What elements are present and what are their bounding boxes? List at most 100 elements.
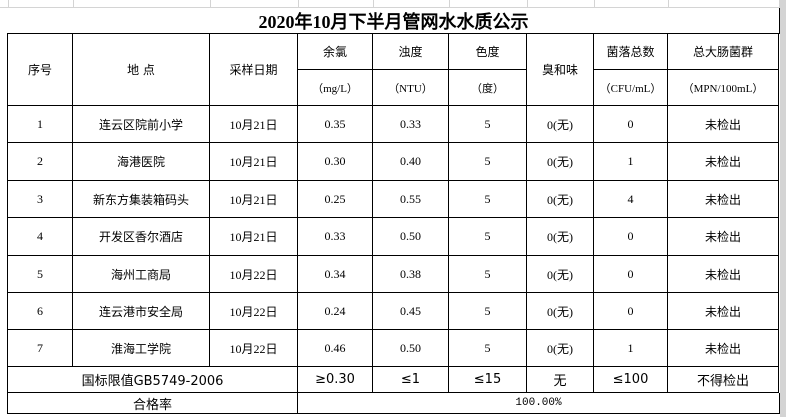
table-cell: 0 [594,256,668,293]
gridline [373,0,374,8]
table-cell: 5 [449,218,527,256]
gridline [668,0,669,8]
table-cell: 0.55 [373,181,449,218]
table-cell: 10月21日 [210,106,298,143]
table-cell: 未检出 [668,293,779,330]
pass-label: 合格率 [8,393,298,414]
table-cell: 4 [594,181,668,218]
gridline [449,0,450,8]
table-cell: 未检出 [668,218,779,256]
limit-label: 国标限值GB5749-2006 [8,367,298,393]
table-cell: 0.25 [298,181,373,218]
table-cell: 0(无) [527,256,594,293]
table-cell: 1 [594,143,668,181]
limit-value: ≤100 [594,367,668,393]
table-cell: 未检出 [668,181,779,218]
table-cell: 5 [449,330,527,367]
table-cell: 5 [449,106,527,143]
table-cell: 0(无) [527,218,594,256]
limit-value: 无 [527,367,594,393]
table-cell: 5 [8,256,73,293]
table-cell: 0.50 [373,330,449,367]
limit-value: ≤1 [373,367,449,393]
table-cell: 0 [594,218,668,256]
table-cell: 0.50 [373,218,449,256]
table-cell: 0.34 [298,256,373,293]
table-cell: 1 [594,330,668,367]
header-cell: 总大肠菌群 [668,34,779,70]
table-cell: 0.33 [373,106,449,143]
table-cell: 10月22日 [210,293,298,330]
table-cell: 5 [449,143,527,181]
limit-value: 不得检出 [668,367,779,393]
table-cell: 0(无) [527,143,594,181]
table-cell: 5 [449,256,527,293]
header-cell: 地 点 [73,34,210,106]
gridline [210,0,211,8]
table-cell: 0(无) [527,106,594,143]
header-cell: 臭和味 [527,34,594,106]
table-cell: 海港医院 [73,143,210,181]
table-cell: 10月22日 [210,256,298,293]
header-cell: 序号 [8,34,73,106]
header-cell: 采样日期 [210,34,298,106]
pass-value: 100.00% [298,393,780,414]
table-cell: 未检出 [668,106,779,143]
header-cell: 菌落总数 [594,34,668,70]
table-cell: 10月21日 [210,218,298,256]
header-cell: 余氯 [298,34,373,70]
table-cell: 0 [594,293,668,330]
table-cell: 0.33 [298,218,373,256]
header-cell: 色度 [449,34,527,70]
table-cell: 海州工商局 [73,256,210,293]
table-cell: 0(无) [527,330,594,367]
table-cell: 淮海工学院 [73,330,210,367]
gridline [527,0,528,8]
table-cell: 10月21日 [210,181,298,218]
table-cell: 0 [594,106,668,143]
table-cell: 1 [8,106,73,143]
table-cell: 未检出 [668,256,779,293]
table-frame [7,33,8,414]
gridline [780,0,786,417]
table-cell: 0.45 [373,293,449,330]
header-unit: （CFU/mL） [594,70,668,106]
gridline [298,0,299,8]
table-cell: 10月22日 [210,330,298,367]
gridline [594,0,595,8]
table-cell: 0(无) [527,293,594,330]
table-cell: 3 [8,181,73,218]
gridline [779,0,780,8]
table-cell: 0(无) [527,181,594,218]
table-cell: 0.38 [373,256,449,293]
table-cell: 0.30 [298,143,373,181]
table-cell: 连云港市安全局 [73,293,210,330]
table-cell: 4 [8,218,73,256]
table-cell: 5 [449,293,527,330]
table-cell: 0.24 [298,293,373,330]
gridline [8,0,9,8]
table-cell: 开发区香尔酒店 [73,218,210,256]
header-unit: （度） [449,70,527,106]
gridline [0,7,786,8]
limit-value: ≥0.30 [298,367,373,393]
table-cell: 6 [8,293,73,330]
table-cell: 10月21日 [210,143,298,181]
gridline [73,0,74,8]
table-title: 2020年10月下半月管网水水质公示 [8,8,780,34]
table-cell: 2 [8,143,73,181]
table-cell: 7 [8,330,73,367]
table-cell: 0.35 [298,106,373,143]
table-cell: 0.40 [373,143,449,181]
header-unit: （NTU） [373,70,449,106]
header-cell: 浊度 [373,34,449,70]
table-cell: 5 [449,181,527,218]
limit-value: ≤15 [449,367,527,393]
table-cell: 连云区院前小学 [73,106,210,143]
header-unit: （MPN/100mL） [668,70,779,106]
header-unit: （mg/L） [298,70,373,106]
table-cell: 未检出 [668,330,779,367]
table-cell: 0.46 [298,330,373,367]
table-cell: 未检出 [668,143,779,181]
